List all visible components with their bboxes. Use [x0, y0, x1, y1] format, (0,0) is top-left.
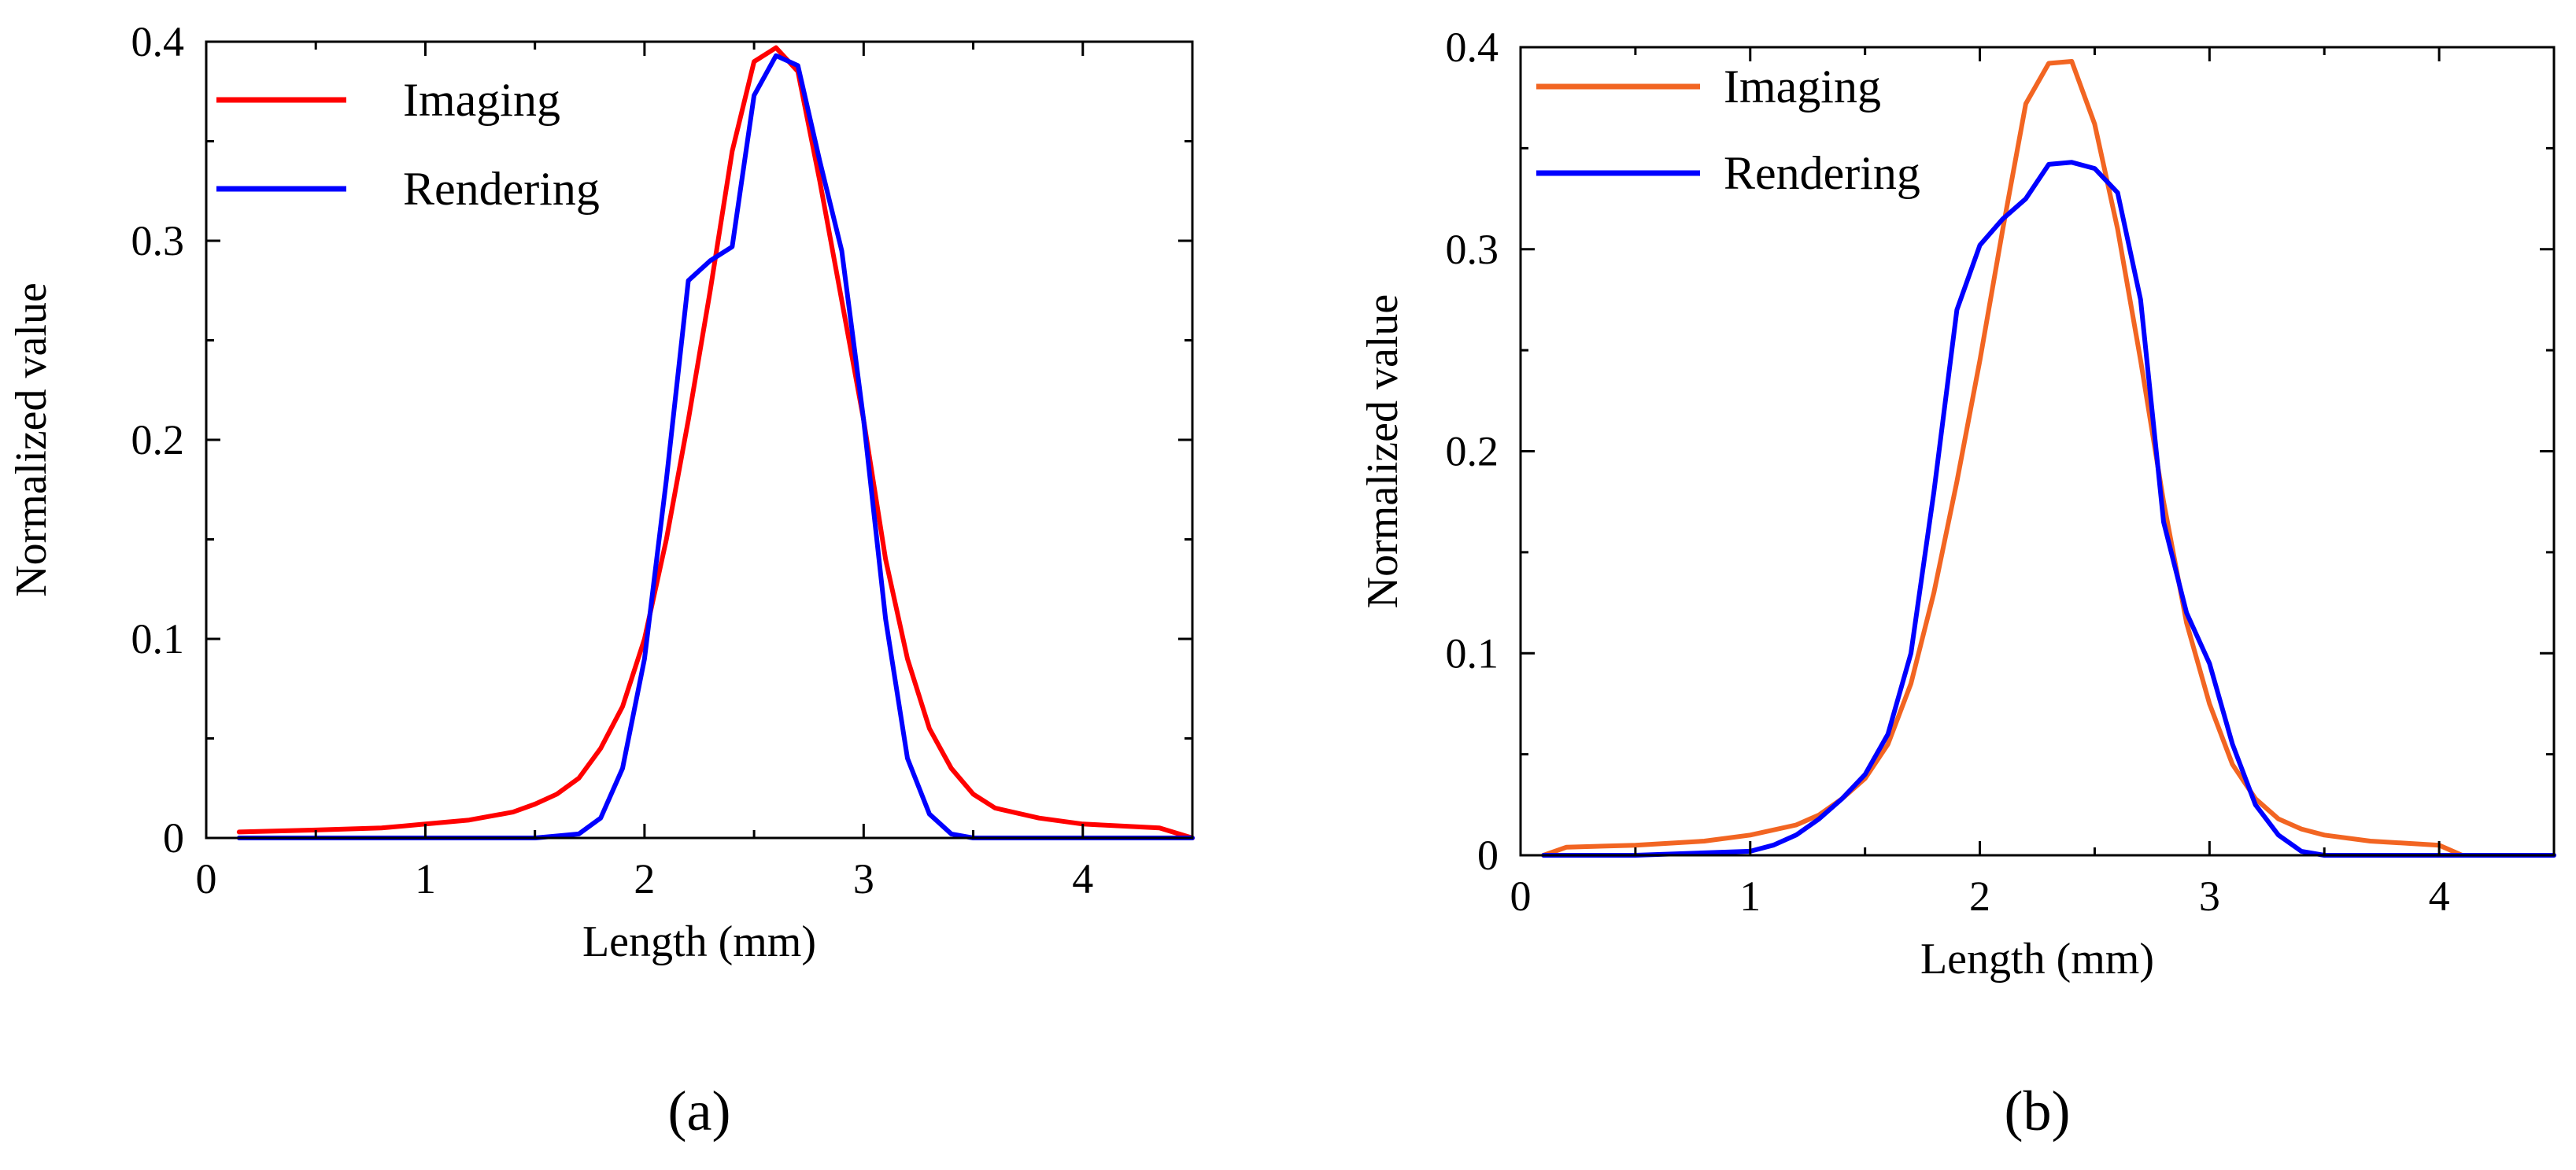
x-tick-label: 0 — [1510, 873, 1532, 920]
y-tick-label: 0.1 — [131, 615, 185, 663]
x-tick-label: 3 — [853, 855, 874, 902]
series-line-rendering — [236, 53, 1195, 840]
axes-frame — [1519, 46, 2556, 857]
y-tick-label: 0.3 — [1446, 226, 1499, 273]
x-tick-label: 4 — [2429, 873, 2450, 920]
series-line-imaging — [236, 45, 1195, 840]
legend-label-rendering: Rendering — [403, 163, 600, 215]
x-tick-label: 3 — [2199, 873, 2220, 920]
y-tick-label: 0.1 — [1446, 629, 1499, 677]
axes-frame — [205, 40, 1194, 840]
x-tick-label: 0 — [196, 855, 217, 902]
plot-b: 0 1 2 3 4 0 0.1 0.2 0.3 0.4 Length (mm) Normalized … — [1358, 24, 2556, 1142]
legend-label-rendering: Rendering — [1724, 147, 1920, 199]
y-tick-label: 0.2 — [131, 416, 185, 463]
series-line-rendering — [1541, 160, 2556, 858]
y-tick-label: 0.4 — [1446, 24, 1499, 71]
figure-caption: (b) — [2005, 1080, 2071, 1142]
legend-label-imaging: Imaging — [1724, 61, 1881, 113]
figure-caption: (a) — [668, 1080, 731, 1142]
y-tick-label: 0.3 — [131, 217, 185, 264]
y-axis-label: Normalized value — [7, 282, 56, 597]
y-axis-label: Normalized value — [1358, 294, 1407, 609]
y-tick-label: 0 — [163, 814, 184, 862]
x-axis-label: Length (mm) — [1920, 935, 2154, 984]
series-line-imaging — [1541, 59, 2556, 858]
x-tick-label: 2 — [634, 855, 655, 902]
plot-a: 0 1 2 3 4 0 0.1 0.2 0.3 0.4 Length (mm) Normalized … — [7, 18, 1195, 1142]
y-tick-label: 0 — [1477, 832, 1499, 879]
legend-label-imaging: Imaging — [403, 74, 560, 126]
x-tick-label: 1 — [1739, 873, 1761, 920]
y-tick-label: 0.4 — [131, 18, 185, 65]
x-tick-label: 4 — [1072, 855, 1093, 902]
x-tick-label: 1 — [415, 855, 436, 902]
x-axis-label: Length (mm) — [582, 917, 816, 966]
x-tick-label: 2 — [1969, 873, 1990, 920]
y-tick-label: 0.2 — [1446, 428, 1499, 475]
